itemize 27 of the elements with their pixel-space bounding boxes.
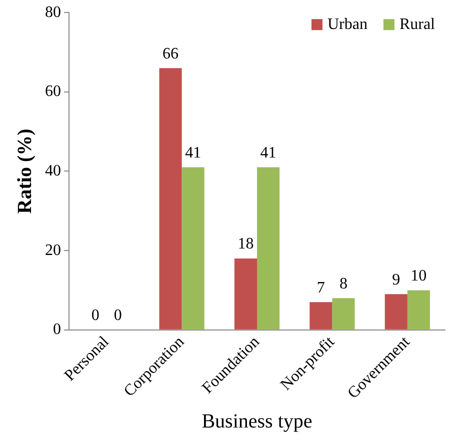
bar <box>234 258 257 330</box>
bar <box>384 294 408 330</box>
data-label: 10 <box>410 267 427 284</box>
data-label: 0 <box>91 307 100 324</box>
data-label: 41 <box>185 144 202 162</box>
data-label: 8 <box>339 275 348 292</box>
bar <box>159 68 182 330</box>
bar <box>407 290 430 330</box>
bar <box>257 167 280 330</box>
data-label: 9 <box>392 271 400 288</box>
bar <box>310 302 332 330</box>
data-label: 0 <box>114 307 122 324</box>
legend-label: Rural <box>399 16 436 33</box>
data-label: 7 <box>316 279 325 296</box>
y-axis-title: Ratio (%) <box>14 128 36 214</box>
legend-label: Urban <box>327 16 368 33</box>
y-tick-label: 60 <box>45 83 61 100</box>
y-tick-label: 0 <box>53 321 61 338</box>
y-tick-label: 80 <box>45 4 61 21</box>
x-axis-title: Business type <box>202 410 312 432</box>
bar <box>182 167 204 330</box>
bar <box>332 298 355 330</box>
data-label: 41 <box>260 144 276 162</box>
data-label: 66 <box>162 45 179 62</box>
y-tick-label: 20 <box>45 242 61 259</box>
y-tick-label: 40 <box>45 162 61 180</box>
data-label: 18 <box>238 236 254 253</box>
